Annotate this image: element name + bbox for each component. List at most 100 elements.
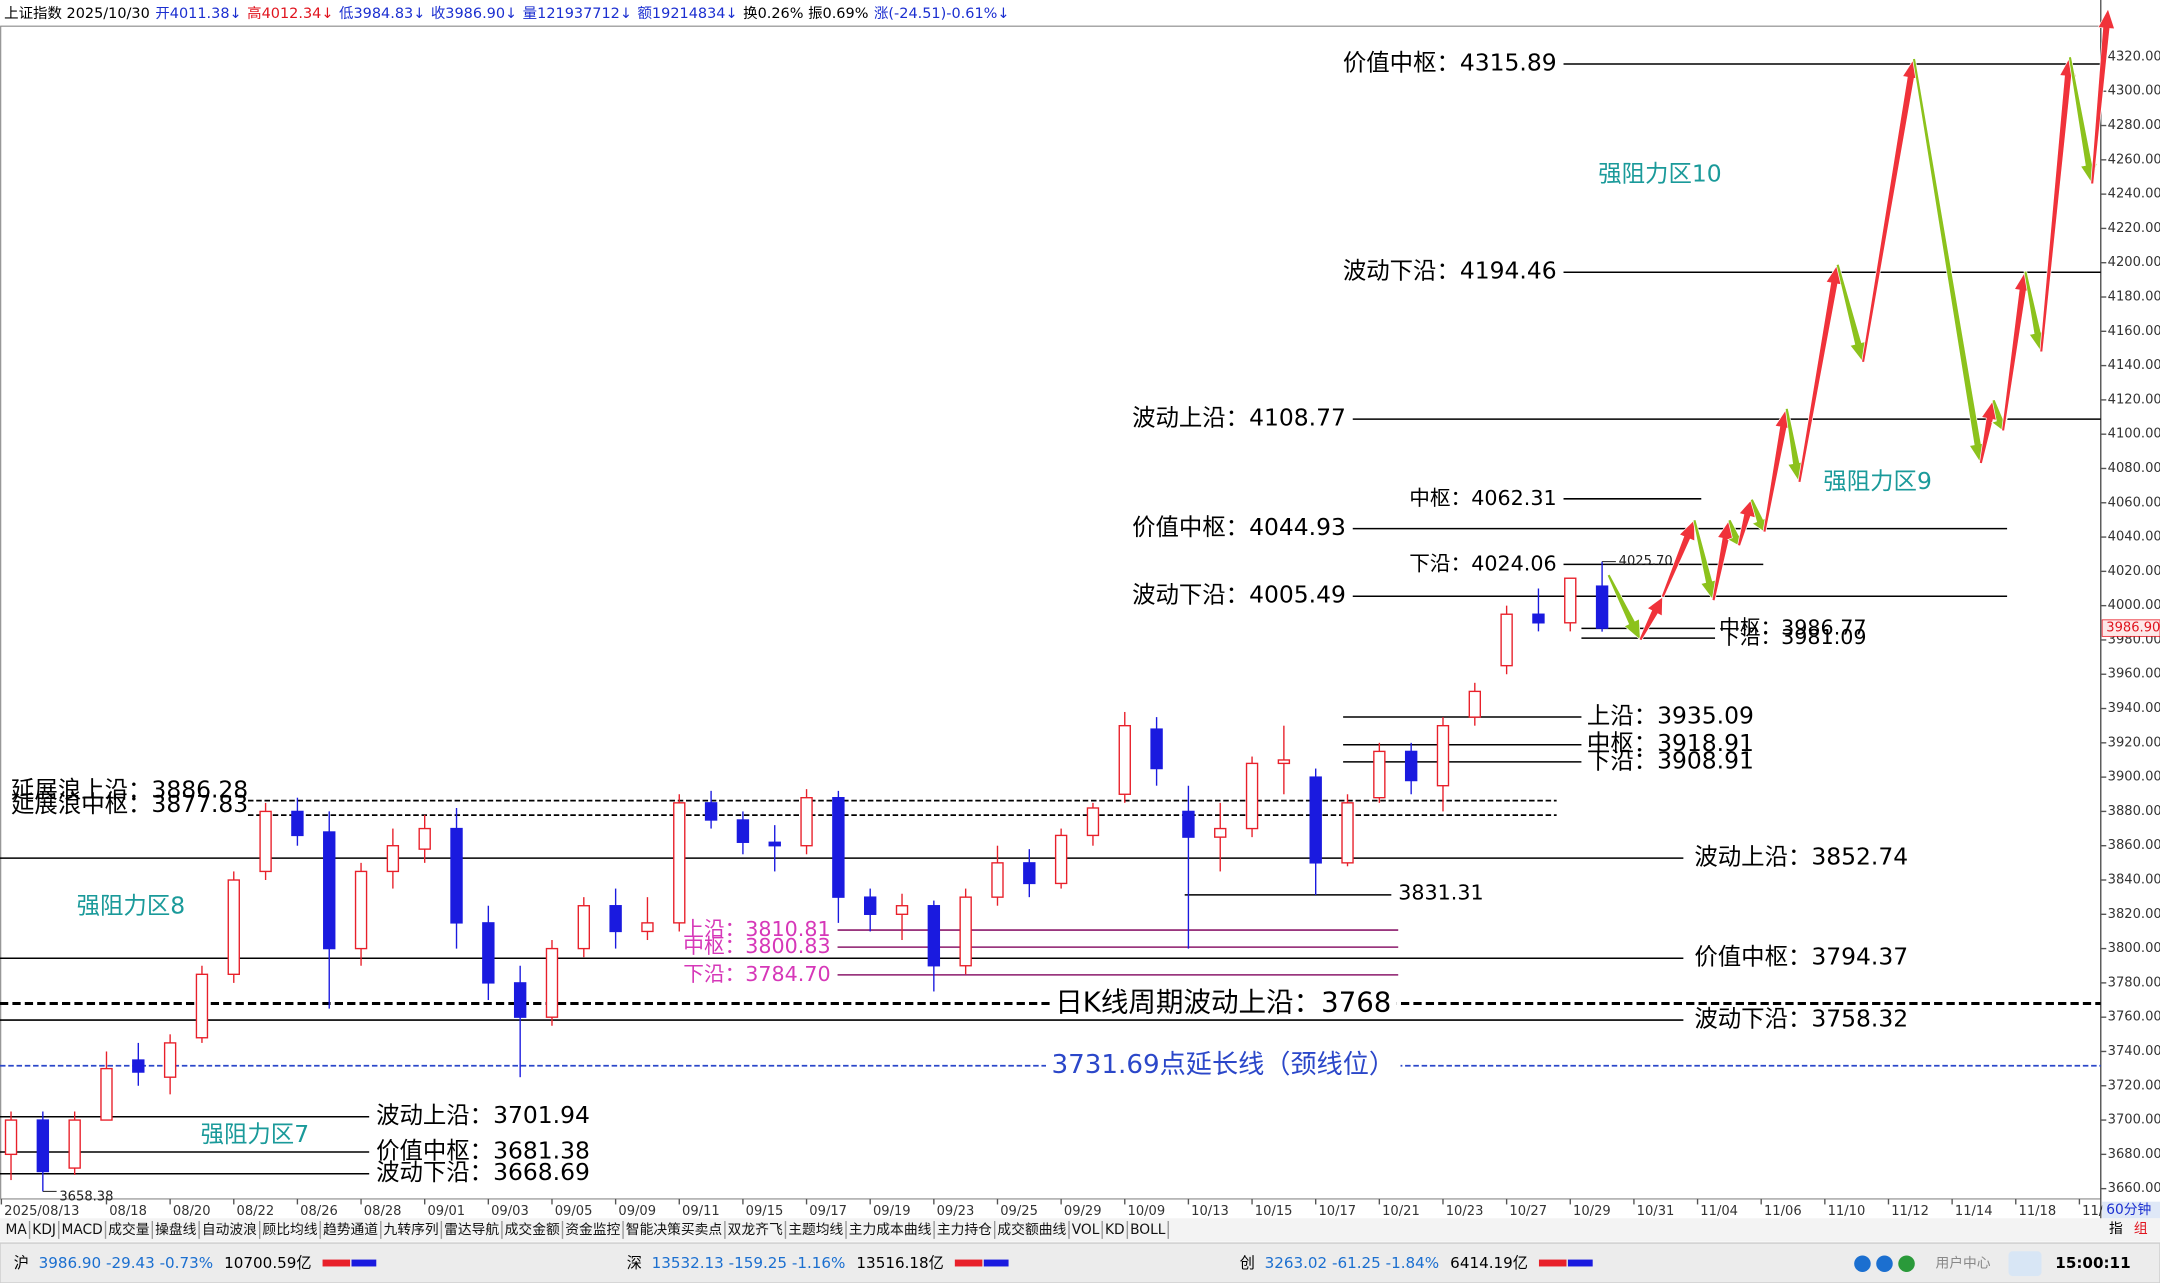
x-tick-label: 09/23 [937,1204,975,1219]
toolbar-tab[interactable]: MA [6,1222,28,1238]
toolbar-tab[interactable]: 资金监控 [565,1222,620,1238]
y-tick-label: 4040.00 [2108,530,2160,545]
x-tick-label: 10/15 [1255,1204,1293,1219]
level-label: 中枢：4062.31 [1409,486,1556,510]
level-label: 价值中枢：4315.89 [1343,48,1557,76]
projection-arrow [1737,498,1756,547]
candle-body [577,905,591,950]
x-tick-label: 10/13 [1191,1204,1229,1219]
candle-body [1564,577,1577,624]
toolbar-tab[interactable]: 九转序列 [384,1222,439,1238]
level-label: 下沿：4024.06 [1409,551,1556,575]
side-tab[interactable]: 指 [2109,1221,2123,1237]
user-center[interactable]: 用户中心 [1935,1255,1990,1272]
index-down-bar [1567,1259,1593,1267]
quote-header-item: 量121937712↓ [523,6,632,22]
x-tick-label: 09/11 [682,1204,720,1219]
toolbar-tab[interactable]: 雷达导航 [444,1222,499,1238]
y-tick-label: 4060.00 [2108,495,2160,510]
level-label: 价值中枢：3681.38 [376,1136,590,1164]
level-label: 波动下沿：4005.49 [1132,581,1346,609]
y-tick-label: 3960.00 [2108,667,2160,682]
level-label: 波动下沿：4194.46 [1343,257,1557,285]
projection-arrow [2090,8,2116,185]
toolbar-tab[interactable]: 操盘线 [155,1221,197,1238]
toolbar-tab[interactable]: 顾比均线 [262,1222,317,1238]
y-tick-label: 3920.00 [2108,735,2160,750]
y-tick-label: 4260.00 [2108,152,2160,167]
index-quote: 13532.13 -159.25 -1.16% [652,1254,846,1272]
candle-body [832,797,845,898]
zone-label: 强阻力区10 [1598,160,1721,188]
toolbar-tab[interactable]: KD [1105,1222,1125,1238]
level-label: 中枢：3800.83 [683,934,830,958]
toolbar-tab[interactable]: BOLL [1130,1222,1166,1238]
status-icon [1898,1255,1915,1272]
price-mark-label: 3658.38 [59,1189,113,1204]
quote-header-item: 收3986.90↓ [431,5,517,22]
candle-body [259,810,272,873]
y-tick-label: 3740.00 [2108,1044,2160,1059]
candle-body [386,845,400,873]
toolbar-tab[interactable]: 主题均线 [788,1222,843,1238]
index-quote: 3263.02 -61.25 -1.84% [1265,1254,1440,1272]
toolbar-tab[interactable]: VOL [1072,1222,1100,1238]
candle-body [291,810,304,837]
toolbar-tab[interactable]: 成交量 [108,1221,150,1238]
zone-label: 强阻力区7 [201,1120,310,1148]
status-icon [1876,1255,1893,1272]
x-tick-label: 09/03 [491,1204,529,1219]
x-tick-label: 11/14 [1955,1204,1993,1219]
x-tick-label: 10/17 [1318,1204,1356,1219]
side-tab[interactable]: 组 [2134,1221,2148,1237]
index-amount: 10700.59亿 [224,1254,311,1272]
candle-body [768,841,781,847]
toolbar-tab[interactable]: KDJ [32,1222,56,1238]
candle-body [895,905,909,915]
x-tick-label: 09/29 [1064,1204,1102,1219]
x-tick-label: 08/26 [300,1204,338,1219]
projection-arrow [1638,596,1663,642]
candle-body [641,922,654,933]
x-tick-label: 09/09 [618,1204,656,1219]
candle-body [1086,807,1100,837]
level-label: 上沿：3935.09 [1587,701,1754,729]
toolbar-tab[interactable]: 自动波浪 [202,1222,257,1238]
level-label: 3831.31 [1398,881,1483,905]
y-tick-label: 3900.00 [2108,770,2160,785]
candle-body [1023,862,1036,885]
toolbar-tab[interactable]: 双龙齐飞 [728,1222,783,1238]
x-tick-label: 08/22 [237,1204,275,1219]
y-tick-label: 4220.00 [2108,221,2160,236]
y-tick-label: 3820.00 [2108,907,2160,922]
toolbar-tab[interactable]: 成交金额 [505,1221,560,1238]
toolbar-tab[interactable]: 趋势通道 [323,1222,378,1238]
toolbar-tab[interactable]: 主力持仓 [937,1222,992,1238]
candle-body [704,802,718,821]
candle-body [1404,750,1418,782]
y-tick-label: 3680.00 [2108,1147,2160,1162]
quote-header-item: 额19214834↓ [637,5,737,22]
candle-body [991,862,1004,898]
level-label: 延展浪中枢：3877.83 [11,790,248,818]
quote-header-item: 高4012.34↓ [247,5,333,22]
toolbar-tab[interactable]: 主力成本曲线 [849,1222,932,1238]
y-tick-label: 3840.00 [2108,873,2160,888]
y-tick-label: 4140.00 [2108,358,2160,373]
level-label: 波动下沿：3668.69 [376,1158,590,1186]
candle-body [1373,750,1386,799]
x-tick-label: 10/27 [1509,1204,1547,1219]
candle-body [959,896,972,967]
x-tick-label: 09/01 [427,1204,465,1219]
y-tick-label: 4240.00 [2108,187,2160,202]
candle-body [1150,728,1163,770]
zone-label: 强阻力区9 [1823,467,1932,495]
candle-body [4,1119,18,1156]
toolbar-tab[interactable]: 智能决策买卖点 [626,1221,723,1238]
candle-body [736,819,750,843]
toolbar-tab[interactable]: MACD [62,1222,103,1238]
level-label: 下沿：3784.70 [683,962,830,986]
toolbar-tab[interactable]: 成交额曲线 [997,1221,1066,1238]
x-tick-label: 11/10 [1828,1204,1866,1219]
